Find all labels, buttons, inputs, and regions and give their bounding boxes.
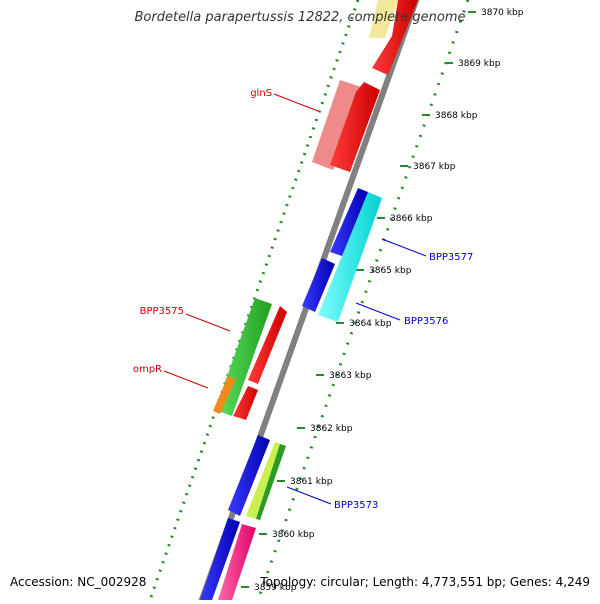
gene-label-ompR[interactable]: ompR — [133, 364, 162, 375]
reverse-strand-features — [200, 0, 398, 600]
feature-arrow[interactable] — [372, 0, 418, 75]
leader-line — [273, 93, 319, 112]
tick-label: 3860 kbp — [272, 530, 315, 540]
gene-label-BPP3577[interactable]: BPP3577 — [429, 252, 473, 263]
feature-bar-BPP3573[interactable] — [256, 444, 286, 520]
tick-label: 3864 kbp — [349, 319, 392, 329]
tick-label: 3868 kbp — [435, 111, 478, 121]
feature-bar[interactable] — [302, 258, 335, 312]
feature-bar-BPP3576-BPP3577[interactable] — [318, 192, 382, 322]
feature-bar[interactable] — [369, 0, 398, 38]
tick-labels: 3870 kbp 3869 kbp 3868 kbp 3867 kbp 3866… — [254, 8, 524, 593]
gene-label-BPP3576[interactable]: BPP3576 — [404, 316, 448, 327]
feature-bar[interactable] — [218, 524, 256, 600]
feature-bar-ompR[interactable] — [213, 376, 236, 414]
feature-arrow[interactable] — [233, 386, 258, 420]
feature-arrow[interactable] — [248, 306, 287, 384]
map-title: Bordetella parapertussis 12822, complete… — [134, 10, 466, 25]
feature-arrow[interactable] — [330, 82, 380, 172]
leader-line — [381, 238, 427, 257]
feature-bar-glnS[interactable] — [312, 80, 364, 170]
gene-label-leaders — [163, 93, 427, 505]
leader-line — [163, 370, 209, 389]
gene-label-BPP3573[interactable]: BPP3573 — [334, 500, 378, 511]
topology-label: Topology: circular; Length: 4,773,551 bp… — [260, 575, 590, 589]
feature-bar[interactable] — [330, 188, 368, 258]
feature-bar[interactable] — [200, 518, 240, 600]
feature-bar[interactable] — [228, 435, 270, 516]
gene-labels: glnS BPP3577 BPP3576 BPP3575 ompR BPP357… — [133, 88, 474, 511]
tick-label: 3870 kbp — [481, 8, 524, 18]
gc-skew-track — [256, 0, 470, 601]
tick-label: 3865 kbp — [369, 266, 412, 276]
gene-label-glnS[interactable]: glnS — [250, 88, 272, 99]
accession-label: Accession: NC_002928 — [10, 575, 147, 589]
gene-label-BPP3575[interactable]: BPP3575 — [140, 306, 184, 317]
tick-marks — [241, 11, 476, 588]
tick-label: 3861 kbp — [290, 477, 333, 487]
leader-line — [355, 302, 401, 321]
tick-label: 3869 kbp — [458, 59, 501, 69]
tick-label: 3862 kbp — [310, 424, 353, 434]
leader-line — [286, 486, 332, 505]
tick-label: 3866 kbp — [390, 214, 433, 224]
leader-line — [185, 313, 231, 332]
forward-strand-features — [218, 0, 418, 600]
tick-label: 3859 kbp — [254, 583, 297, 593]
tick-label: 3867 kbp — [413, 162, 456, 172]
tick-label: 3863 kbp — [329, 371, 372, 381]
